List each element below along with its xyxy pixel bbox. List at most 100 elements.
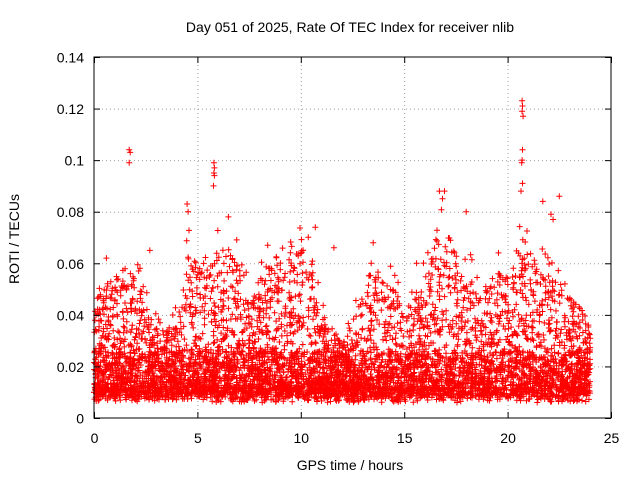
data-point [320,302,327,309]
data-point [561,391,568,398]
data-point [386,320,393,327]
data-point [308,272,315,279]
data-point [345,320,352,327]
data-point [450,333,457,340]
data-point [545,294,552,301]
data-point [511,279,517,286]
data-point [366,305,373,312]
data-point [487,329,494,336]
data-point [269,287,275,294]
data-point [355,398,362,405]
data-point [494,327,500,334]
data-point [347,382,354,389]
data-point [474,274,481,281]
data-point [225,246,232,253]
data-point [299,341,306,348]
data-point [547,327,554,333]
data-point [540,332,547,338]
data-point [153,326,160,333]
data-point [582,313,588,319]
data-point [453,263,460,270]
data-point [118,338,125,344]
data-point [548,314,555,321]
data-point [462,338,469,345]
data-point [201,321,208,328]
data-point [413,296,420,303]
data-point [292,312,299,319]
data-point [379,279,386,286]
data-point [229,311,236,318]
data-point [579,397,585,404]
data-point [186,286,193,293]
data-point [212,303,218,310]
data-point [359,311,365,318]
data-point [484,310,491,317]
data-point [279,245,286,252]
data-point [446,282,452,289]
data-point [425,270,432,277]
data-point [545,273,552,280]
data-point [512,273,519,279]
data-point [235,340,241,347]
data-point [259,329,265,336]
data-point [539,246,546,252]
data-point [547,306,554,313]
data-point [376,321,383,328]
data-point [305,396,312,403]
data-point [514,289,520,296]
data-point [143,339,150,346]
data-point [387,263,394,270]
data-point [183,271,190,278]
data-point [424,319,431,325]
data-point [340,344,347,351]
data-point [313,299,320,306]
data-point [172,325,179,332]
data-point [251,300,258,307]
data-point [276,315,283,322]
data-point [347,327,353,334]
data-point [545,321,552,328]
data-point [562,323,568,330]
data-point [192,310,199,317]
data-point [267,304,274,311]
data-point [506,363,513,370]
data-point [464,318,471,324]
data-point [586,331,593,338]
data-point [263,322,270,329]
data-point [305,276,312,283]
data-point [314,323,321,330]
data-point [536,302,543,309]
data-point [549,287,556,294]
data-point [233,236,240,243]
data-point [248,323,255,330]
data-point [195,269,202,276]
data-point [392,305,399,312]
data-point [251,293,258,300]
data-point [281,313,288,320]
data-point [504,333,511,340]
data-point [546,279,553,286]
data-point [225,342,232,349]
data-point [172,304,179,311]
data-point [449,317,456,324]
data-point [287,329,294,336]
data-point [198,270,204,277]
data-point [443,307,450,314]
data-point [523,323,530,330]
data-point [500,359,507,366]
data-point [183,237,190,244]
data-point [586,340,593,347]
data-point [495,270,502,277]
data-point [210,332,217,339]
data-point [293,375,300,382]
data-point [533,268,540,275]
data-point [232,288,239,295]
data-point [469,344,476,351]
data-point [476,345,483,352]
data-point [309,258,316,265]
data-point [261,281,268,288]
data-point [497,312,504,319]
data-point [522,331,529,338]
data-point [208,288,215,295]
data-point [441,259,447,266]
